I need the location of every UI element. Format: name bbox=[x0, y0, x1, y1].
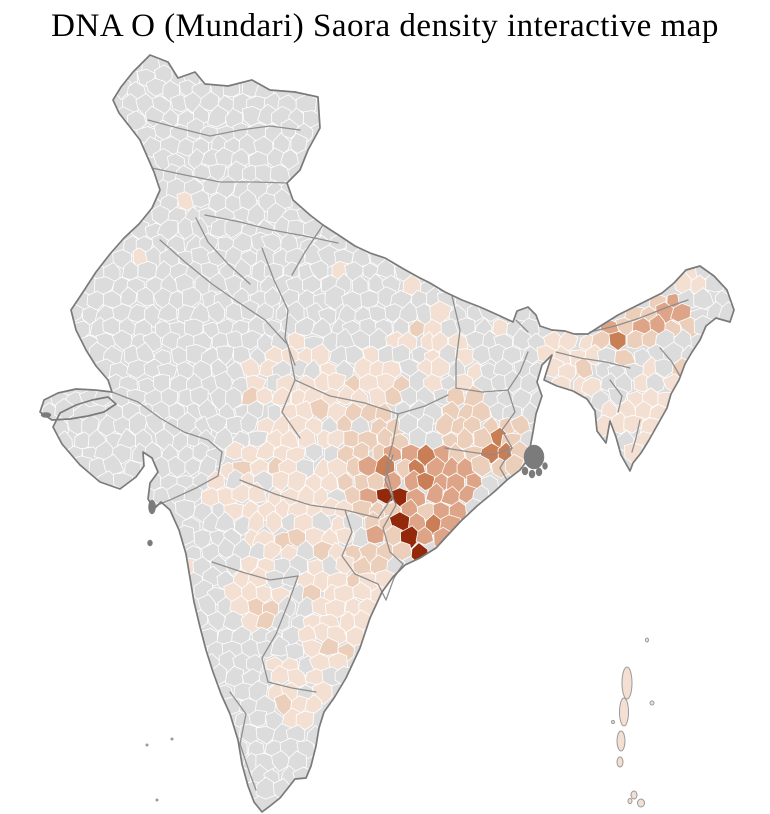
district[interactable] bbox=[271, 750, 291, 772]
district[interactable] bbox=[309, 397, 330, 421]
district[interactable] bbox=[190, 189, 211, 208]
andaman-island[interactable] bbox=[649, 700, 655, 706]
district[interactable] bbox=[335, 527, 355, 546]
district[interactable] bbox=[183, 483, 203, 504]
district[interactable] bbox=[137, 260, 158, 280]
district[interactable] bbox=[346, 626, 366, 647]
district[interactable] bbox=[398, 412, 419, 436]
andaman-island[interactable] bbox=[627, 798, 633, 804]
sundarbans-delta bbox=[523, 444, 545, 470]
special-areas-layer bbox=[40, 412, 548, 547]
district[interactable] bbox=[295, 711, 315, 730]
district[interactable] bbox=[222, 76, 241, 98]
district[interactable] bbox=[269, 163, 291, 185]
district[interactable] bbox=[224, 217, 243, 239]
district[interactable] bbox=[310, 317, 333, 338]
district[interactable] bbox=[607, 387, 628, 407]
coastal-patch-south bbox=[147, 539, 153, 547]
district[interactable] bbox=[255, 440, 275, 461]
country-outline bbox=[39, 54, 735, 813]
district[interactable] bbox=[318, 637, 339, 656]
district[interactable] bbox=[654, 358, 675, 379]
district[interactable] bbox=[352, 581, 372, 601]
district[interactable] bbox=[470, 454, 492, 478]
district[interactable] bbox=[280, 148, 299, 171]
state-borders-layer bbox=[111, 119, 689, 791]
mainland-layer bbox=[40, 52, 737, 812]
district[interactable] bbox=[296, 289, 317, 309]
andaman-island[interactable] bbox=[645, 637, 649, 643]
district[interactable] bbox=[271, 609, 290, 632]
district[interactable] bbox=[248, 430, 269, 448]
district[interactable] bbox=[207, 104, 229, 128]
district[interactable] bbox=[184, 457, 202, 477]
andaman-island[interactable] bbox=[619, 697, 629, 727]
districts-layer[interactable] bbox=[40, 52, 737, 802]
district[interactable] bbox=[415, 526, 434, 546]
sundarbans-fringe-1 bbox=[521, 466, 529, 476]
district[interactable] bbox=[248, 709, 268, 728]
sundarbans-fringe-4 bbox=[542, 462, 548, 470]
district[interactable] bbox=[214, 511, 235, 532]
district[interactable] bbox=[111, 329, 133, 352]
district[interactable] bbox=[225, 440, 245, 461]
district[interactable] bbox=[198, 91, 220, 111]
district[interactable] bbox=[265, 510, 283, 535]
district[interactable] bbox=[192, 442, 209, 462]
district[interactable] bbox=[295, 316, 315, 337]
district[interactable] bbox=[270, 635, 290, 657]
islands-layer[interactable] bbox=[145, 637, 655, 808]
district[interactable] bbox=[256, 386, 274, 406]
andaman-island[interactable] bbox=[616, 756, 624, 768]
lakshadweep-island[interactable] bbox=[170, 737, 174, 741]
district[interactable] bbox=[144, 105, 165, 128]
andaman-island[interactable] bbox=[621, 666, 633, 700]
diu-patch bbox=[40, 412, 52, 418]
district[interactable] bbox=[311, 681, 333, 705]
lakshadweep-island[interactable] bbox=[145, 743, 149, 747]
mumbai-city bbox=[148, 499, 156, 515]
district[interactable] bbox=[302, 274, 321, 294]
district[interactable] bbox=[145, 77, 166, 97]
lakshadweep-island[interactable] bbox=[155, 798, 159, 802]
district[interactable] bbox=[136, 286, 155, 307]
andaman-island[interactable] bbox=[630, 790, 638, 800]
district[interactable] bbox=[157, 302, 178, 322]
andaman-island[interactable] bbox=[616, 730, 626, 752]
district[interactable] bbox=[304, 442, 324, 463]
district[interactable] bbox=[222, 610, 244, 631]
district[interactable] bbox=[416, 471, 436, 492]
district[interactable] bbox=[324, 285, 346, 311]
district[interactable] bbox=[398, 358, 420, 377]
sundarbans-fringe-3 bbox=[535, 467, 543, 477]
district[interactable] bbox=[217, 537, 235, 559]
andaman-island[interactable] bbox=[637, 798, 645, 808]
district[interactable] bbox=[206, 610, 228, 632]
district[interactable] bbox=[402, 273, 423, 296]
andaman-island[interactable] bbox=[611, 720, 615, 724]
district[interactable] bbox=[512, 327, 532, 351]
district[interactable] bbox=[319, 471, 339, 493]
district[interactable] bbox=[290, 132, 308, 154]
sundarbans-fringe-2 bbox=[528, 469, 536, 479]
district[interactable] bbox=[126, 359, 148, 379]
district[interactable] bbox=[240, 329, 262, 351]
district[interactable] bbox=[384, 303, 403, 323]
